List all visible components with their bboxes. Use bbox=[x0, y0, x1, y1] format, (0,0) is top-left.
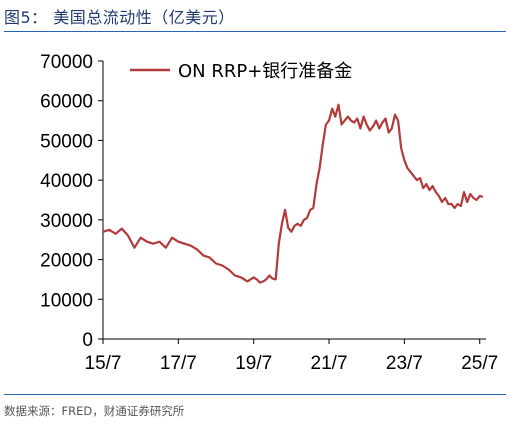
y-tick-label: 50000 bbox=[40, 131, 93, 152]
series-group bbox=[102, 103, 484, 284]
x-tick-label: 15/7 bbox=[85, 353, 122, 374]
source-divider bbox=[4, 394, 506, 395]
y-tick-label: 70000 bbox=[40, 52, 93, 73]
x-tick-label: 17/7 bbox=[160, 353, 197, 374]
x-tick-label: 19/7 bbox=[235, 353, 272, 374]
y-axis-ticks: 0 10000 20000 30000 40000 50000 60000 70000 bbox=[40, 52, 103, 351]
x-tick-label: 21/7 bbox=[311, 353, 348, 374]
x-tick-label: 23/7 bbox=[386, 353, 423, 374]
title-divider bbox=[4, 31, 506, 32]
series-line-0 bbox=[102, 103, 484, 284]
source-note: 数据来源：FRED，财通证券研究所 bbox=[4, 404, 185, 418]
x-tick-label: 25/7 bbox=[461, 353, 498, 374]
y-tick-label: 10000 bbox=[40, 290, 93, 311]
x-axis-ticks: 15/7 17/7 19/7 21/7 23/7 25/7 bbox=[85, 339, 498, 374]
y-tick-label: 0 bbox=[82, 330, 93, 351]
y-tick-label: 30000 bbox=[40, 211, 93, 232]
figure-title: 图5： 美国总流动性（亿美元） bbox=[4, 8, 235, 27]
y-tick-label: 40000 bbox=[40, 171, 93, 192]
axes bbox=[102, 61, 486, 340]
legend-label: ON RRP+银行准备金 bbox=[178, 61, 352, 82]
y-tick-label: 60000 bbox=[40, 92, 93, 113]
legend: ON RRP+银行准备金 bbox=[130, 61, 352, 82]
y-tick-label: 20000 bbox=[40, 251, 93, 272]
